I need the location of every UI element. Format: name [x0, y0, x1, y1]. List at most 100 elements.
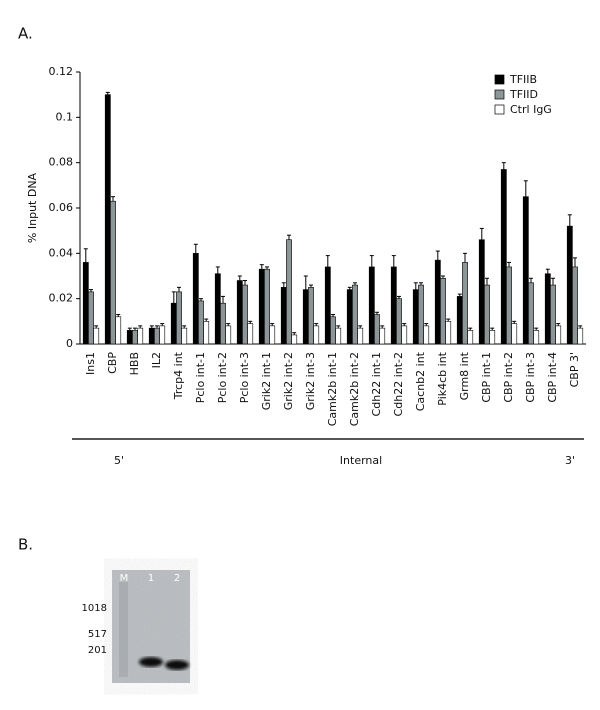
- bar: [181, 327, 188, 345]
- bar: [115, 316, 122, 345]
- bar: [528, 282, 534, 345]
- bar: [467, 330, 474, 345]
- x-tick-label: Grik2 int-1: [260, 352, 273, 410]
- bar: [335, 327, 342, 345]
- bar: [550, 284, 556, 345]
- bar: [176, 291, 182, 345]
- bar: [280, 287, 287, 345]
- x-tick-label: Camk2b int-1: [326, 352, 339, 426]
- bar: [374, 314, 380, 345]
- bar: [445, 321, 452, 345]
- y-tick-label: 0.02: [49, 292, 74, 305]
- y-tick-label: 0.1: [56, 110, 74, 123]
- x-tick-label: Pclo int-1: [194, 352, 207, 403]
- bar: [412, 289, 419, 345]
- bar: [379, 327, 386, 345]
- marker-label: 1018: [82, 603, 107, 614]
- bar: [522, 196, 529, 345]
- bar: [291, 334, 298, 345]
- bar: [489, 330, 496, 345]
- marker-label: 517: [88, 629, 107, 640]
- marker-lane: [119, 582, 128, 677]
- bar: [82, 262, 89, 345]
- bar: [170, 302, 177, 345]
- bar: [220, 302, 226, 345]
- x-tick-label: CBP int-1: [480, 352, 493, 403]
- x-tick-label: Cdh22 int-2: [392, 352, 405, 416]
- bar: [313, 325, 320, 345]
- bar: [225, 325, 232, 345]
- y-tick-label: 0: [66, 337, 73, 350]
- bar: [93, 327, 100, 345]
- bar: [148, 327, 155, 345]
- x-tick-label: CBP int-2: [502, 352, 515, 403]
- gel-band: [165, 660, 189, 670]
- bar: [401, 325, 408, 345]
- bar: [418, 284, 424, 345]
- x-tick-label: Trcp4 int: [172, 351, 185, 400]
- x-tick-label: Grik2 int-3: [304, 352, 317, 410]
- bar: [352, 284, 358, 345]
- x-tick-label: HBB: [128, 352, 141, 375]
- y-tick-label: 0.12: [49, 65, 74, 78]
- bar: [104, 94, 111, 345]
- bar: [324, 266, 331, 345]
- bar: [533, 330, 540, 345]
- bar: [456, 296, 463, 345]
- x-tick-label: Pclo int-3: [238, 352, 251, 403]
- y-tick-label: 0.06: [49, 201, 74, 214]
- bar: [203, 321, 210, 345]
- bar: [242, 284, 248, 345]
- bar: [192, 253, 199, 345]
- legend-swatch: [494, 89, 505, 100]
- x-tick-label: CBP int-3: [524, 352, 537, 403]
- region-label: 5': [114, 454, 124, 467]
- bar: [126, 330, 133, 345]
- bar: [484, 284, 490, 345]
- bar: [566, 225, 573, 345]
- legend-label: Ctrl IgG: [510, 103, 552, 116]
- y-tick-label: 0.08: [49, 156, 74, 169]
- bar: [110, 200, 116, 345]
- bar: [346, 289, 353, 345]
- marker-label: 201: [88, 645, 107, 656]
- bar: [330, 316, 336, 345]
- x-tick-label: IL2: [150, 352, 163, 368]
- bar: [198, 300, 204, 345]
- bar: [302, 289, 309, 345]
- bar: [555, 325, 562, 345]
- bar: [511, 323, 518, 345]
- x-tick-label: Grm8 int: [458, 351, 471, 400]
- bar: [88, 291, 94, 345]
- bar: [478, 239, 485, 345]
- x-tick-label: CBP int-4: [546, 352, 559, 403]
- panel-label: A.: [18, 25, 33, 43]
- bar: [577, 327, 584, 345]
- region-label: 3': [565, 454, 575, 467]
- bar: [247, 323, 254, 345]
- bar: [500, 169, 507, 345]
- x-tick-label: CBP 3': [568, 352, 581, 387]
- legend-swatch: [494, 104, 505, 115]
- bar: [390, 266, 397, 345]
- bar: [462, 262, 468, 345]
- x-tick-label: Pik4cb int: [436, 351, 449, 405]
- x-tick-label: Cdh22 int-1: [370, 352, 383, 416]
- bar: [264, 268, 270, 345]
- bar: [258, 268, 265, 345]
- y-tick-label: 0.04: [49, 246, 74, 259]
- bar: [214, 273, 221, 345]
- legend-label: TFIIB: [509, 73, 537, 86]
- bar: [154, 327, 160, 345]
- bar: [423, 325, 430, 345]
- bar: [368, 266, 375, 345]
- bar: [159, 325, 166, 345]
- bar: [236, 280, 243, 345]
- x-tick-label: Cacnb2 int: [414, 351, 427, 411]
- bar: [137, 327, 144, 345]
- panel-label: B.: [18, 536, 33, 554]
- y-axis-label: % Input DNA: [26, 172, 39, 243]
- bar: [269, 325, 276, 345]
- bar: [396, 298, 402, 345]
- x-tick-label: Pclo int-2: [216, 352, 229, 403]
